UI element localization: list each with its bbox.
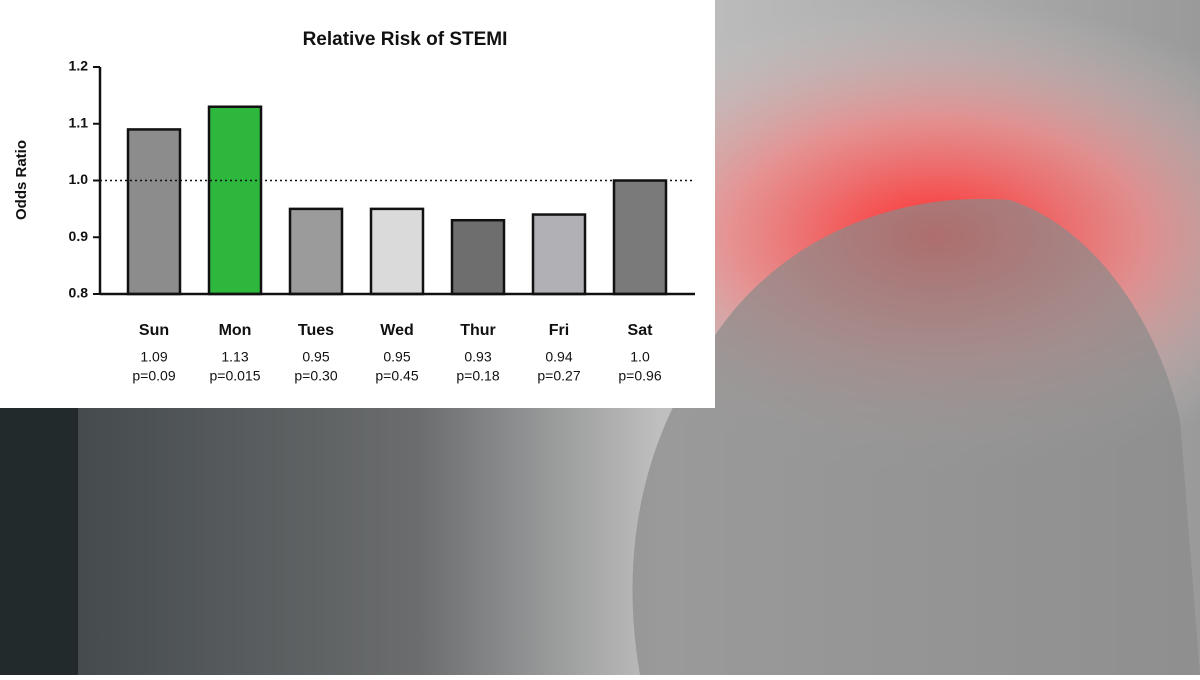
value-label: 1.13 (221, 349, 248, 365)
x-tick-label: Sat (628, 322, 654, 339)
p-value-label: p=0.09 (132, 368, 175, 384)
p-value-label: p=0.45 (375, 368, 418, 384)
value-label: 0.95 (383, 349, 410, 365)
bar (128, 129, 180, 294)
y-tick-label: 0.8 (69, 285, 89, 301)
p-value-label: p=0.18 (456, 368, 499, 384)
x-tick-label: Sun (139, 322, 169, 339)
y-tick-label: 1.0 (69, 171, 89, 187)
value-label: 0.95 (302, 349, 329, 365)
x-tick-label: Tues (298, 322, 334, 339)
value-label: 0.93 (464, 349, 491, 365)
bar (209, 107, 261, 294)
x-tick-label: Mon (219, 322, 252, 339)
bar (371, 209, 423, 294)
x-tick-label: Wed (380, 322, 413, 339)
y-axis-label: Odds Ratio (13, 140, 30, 220)
bar (614, 181, 666, 295)
x-tick-label: Fri (549, 322, 569, 339)
bar (533, 215, 585, 294)
bar (452, 220, 504, 294)
value-label: 0.94 (545, 349, 572, 365)
p-value-label: p=0.015 (210, 368, 261, 384)
y-tick-label: 0.9 (69, 228, 89, 244)
y-tick-label: 1.2 (69, 58, 89, 74)
p-value-label: p=0.27 (537, 368, 580, 384)
dark-strip (0, 408, 78, 675)
y-tick-label: 1.1 (69, 114, 89, 130)
x-tick-label: Thur (460, 322, 496, 339)
p-value-label: p=0.30 (294, 368, 337, 384)
bar (290, 209, 342, 294)
p-value-label: p=0.96 (618, 368, 661, 384)
chart-panel (0, 0, 715, 408)
value-label: 1.09 (140, 349, 167, 365)
chart-title: Relative Risk of STEMI (303, 29, 508, 50)
value-label: 1.0 (630, 349, 650, 365)
